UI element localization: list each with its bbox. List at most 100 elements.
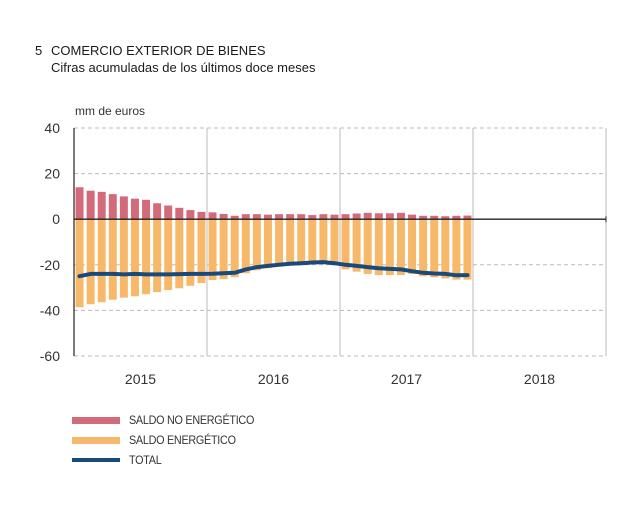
bar-saldo-energetico: [297, 219, 306, 265]
bar-saldo-energetico: [419, 219, 428, 277]
bar-saldo-energetico: [219, 219, 228, 280]
y-tick-label: 20: [44, 166, 60, 182]
chart-title: 5 COMERCIO EXTERIOR DE BIENES: [35, 42, 315, 59]
bar-saldo-no-energetico: [452, 215, 461, 220]
bar-saldo-energetico: [230, 219, 239, 278]
bar-saldo-energetico: [186, 219, 195, 286]
legend-swatch-no-energetico: [72, 416, 120, 424]
bar-saldo-energetico: [463, 219, 472, 280]
bar-saldo-no-energetico: [463, 215, 472, 220]
legend-swatch-energetico: [72, 436, 120, 444]
legend-label: SALDO NO ENERGÉTICO: [129, 413, 255, 427]
bar-saldo-no-energetico: [175, 207, 184, 220]
bar-saldo-energetico: [286, 219, 295, 266]
bar-saldo-no-energetico: [308, 215, 317, 220]
bar-saldo-no-energetico: [396, 212, 405, 220]
bar-saldo-energetico: [441, 219, 450, 279]
chart-subtitle: Cifras acumuladas de los últimos doce me…: [51, 60, 316, 75]
bar-saldo-no-energetico: [319, 214, 328, 220]
bar-saldo-no-energetico: [153, 203, 162, 220]
bar-saldo-energetico: [75, 219, 84, 308]
bar-saldo-no-energetico: [441, 216, 450, 220]
chart-svg: 40 20 0 -20 -40 -60 2015 2016 2017 2018: [40, 120, 607, 387]
bar-saldo-energetico: [241, 219, 250, 274]
legend-item-no-energetico: SALDO NO ENERGÉTICO: [72, 410, 268, 430]
legend-label: TOTAL: [129, 453, 162, 467]
bar-saldo-no-energetico: [230, 215, 239, 220]
bar-saldo-no-energetico: [352, 213, 361, 220]
bar-saldo-energetico: [452, 219, 461, 280]
y-tick-label: -20: [40, 257, 60, 273]
bar-saldo-no-energetico: [363, 212, 372, 220]
y-axis-unit: mm de euros: [75, 104, 146, 118]
bar-saldo-energetico: [385, 219, 394, 276]
bar-saldo-energetico: [130, 219, 139, 297]
bar-saldo-energetico: [142, 219, 151, 295]
bar-saldo-no-energetico: [263, 214, 272, 220]
legend-item-total: TOTAL: [72, 450, 268, 470]
bar-saldo-energetico: [108, 219, 117, 300]
x-tick-label: 2018: [524, 371, 555, 387]
bar-saldo-no-energetico: [430, 215, 439, 220]
bar-saldo-energetico: [263, 219, 272, 269]
bar-saldo-no-energetico: [208, 212, 217, 220]
bar-saldo-no-energetico: [385, 213, 394, 220]
bar-saldo-no-energetico: [341, 214, 350, 220]
bar-saldo-energetico: [252, 219, 261, 271]
bar-saldo-energetico: [153, 219, 162, 293]
y-tick-label: -40: [40, 302, 60, 318]
bar-saldo-no-energetico: [75, 187, 84, 220]
bar-saldo-energetico: [341, 219, 350, 270]
bar-saldo-no-energetico: [186, 210, 195, 220]
y-tick-label: 0: [52, 211, 60, 227]
x-tick-label: 2016: [258, 371, 289, 387]
chart-title-block: 5 COMERCIO EXTERIOR DE BIENES Cifras acum…: [35, 42, 315, 76]
bar-saldo-energetico: [119, 219, 128, 298]
y-tick-label: -60: [40, 348, 60, 364]
bar-saldo-energetico: [430, 219, 439, 278]
bar-saldo-energetico: [197, 219, 206, 284]
bar-saldo-no-energetico: [297, 214, 306, 220]
bar-saldo-no-energetico: [197, 211, 206, 220]
bar-saldo-no-energetico: [275, 214, 284, 220]
bar-saldo-no-energetico: [408, 214, 417, 220]
y-tick-label: 40: [44, 120, 60, 136]
legend-swatch-total: [72, 458, 120, 462]
legend-item-energetico: SALDO ENERGÉTICO: [72, 430, 268, 450]
bar-saldo-energetico: [374, 219, 383, 276]
legend-label: SALDO ENERGÉTICO: [129, 433, 236, 447]
bar-saldo-no-energetico: [330, 214, 339, 220]
bar-saldo-no-energetico: [374, 213, 383, 220]
bar-saldo-no-energetico: [86, 190, 95, 220]
x-tick-label: 2015: [125, 371, 156, 387]
bar-saldo-energetico: [408, 219, 417, 274]
bar-saldo-energetico: [363, 219, 372, 274]
bar-saldo-no-energetico: [164, 205, 173, 220]
line-total: [77, 260, 470, 279]
bar-saldo-no-energetico: [97, 191, 106, 220]
bar-saldo-no-energetico: [108, 194, 117, 220]
bar-saldo-energetico: [86, 219, 95, 305]
chart-title-text: COMERCIO EXTERIOR DE BIENES: [51, 43, 266, 58]
bar-saldo-no-energetico: [219, 213, 228, 220]
bar-saldo-energetico: [319, 219, 328, 265]
x-tick-label: 2017: [391, 371, 422, 387]
bar-saldo-energetico: [97, 219, 106, 303]
bar-saldo-no-energetico: [286, 214, 295, 220]
bar-saldo-energetico: [175, 219, 184, 289]
bar-saldo-no-energetico: [119, 196, 128, 220]
legend: SALDO NO ENERGÉTICO SALDO ENERGÉTICO TOT…: [72, 410, 268, 470]
bar-saldo-energetico: [164, 219, 173, 291]
chart-number: 5: [35, 43, 43, 58]
bar-saldo-energetico: [208, 219, 217, 281]
bar-saldo-no-energetico: [142, 199, 151, 220]
bar-saldo-no-energetico: [241, 214, 250, 220]
bar-saldo-no-energetico: [130, 198, 139, 220]
bar-saldo-no-energetico: [252, 214, 261, 220]
bar-saldo-energetico: [396, 219, 405, 276]
bar-saldo-energetico: [330, 219, 339, 266]
bar-saldo-energetico: [352, 219, 361, 272]
bar-saldo-energetico: [308, 219, 317, 265]
bar-saldo-energetico: [275, 219, 284, 267]
bar-saldo-no-energetico: [419, 215, 428, 220]
